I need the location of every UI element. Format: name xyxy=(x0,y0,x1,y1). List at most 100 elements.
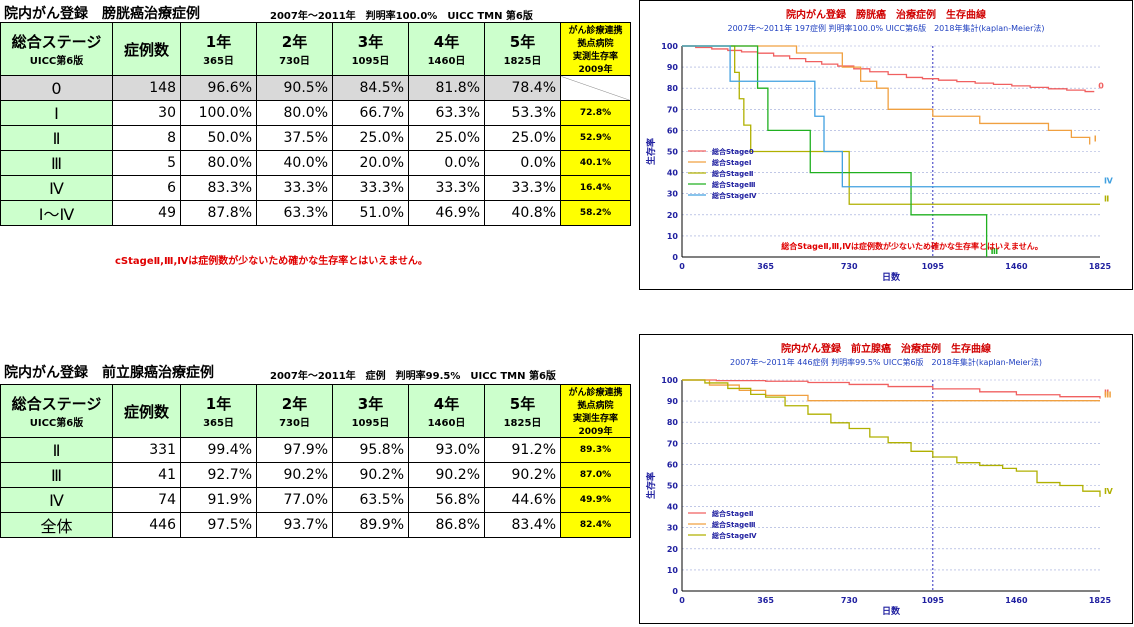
rate-cell: 63.5% xyxy=(332,487,409,513)
rate-cell: 90.2% xyxy=(484,462,561,488)
year-header: 2年 730日 xyxy=(256,22,333,76)
year-header-days: 365日 xyxy=(203,56,234,67)
cases-header: 症例数 xyxy=(112,384,181,438)
y-tick-label: 10 xyxy=(667,566,679,575)
stage-cell: Ⅱ xyxy=(0,125,113,151)
hub-header-line: 拠点病院 xyxy=(577,401,614,411)
y-tick-label: 20 xyxy=(667,545,679,554)
hub-cell: 16.4% xyxy=(560,175,631,201)
legend-label: 総合StageⅢ xyxy=(712,520,756,529)
year-header: 2年 730日 xyxy=(256,384,333,438)
y-tick-label: 60 xyxy=(667,460,679,469)
series-end-label: Ⅰ xyxy=(1094,135,1097,144)
rate-cell: 40.8% xyxy=(484,200,561,226)
table-row: Ⅲ 41 92.7% 90.2% 90.2% 90.2% 90.2% 87.0% xyxy=(0,462,631,488)
prostate-subtitle: 2007年～2011年 症例 判明率99.5% UICC TMN 第6版 xyxy=(270,371,556,382)
rate-cell: 51.0% xyxy=(332,200,409,226)
series-end-label: Ⅳ xyxy=(1104,487,1113,496)
x-tick-label: 0 xyxy=(679,262,685,271)
hub-header: がん診療連携 拠点病院 実測生存率 2009年 xyxy=(560,384,631,438)
rate-cell: 66.7% xyxy=(332,100,409,126)
table-row: Ⅰ 30 100.0% 80.0% 66.7% 63.3% 53.3% 72.8… xyxy=(0,100,631,126)
y-tick-label: 50 xyxy=(667,482,679,491)
cases-cell: 41 xyxy=(112,462,181,488)
rate-cell: 25.0% xyxy=(332,125,409,151)
prostate-survival-table: 総合ステージ UICC第6版 症例数 1年 365日 2年 730日 3年 1095日… xyxy=(0,384,631,538)
stage-header-label: 総合ステージ xyxy=(11,395,102,413)
rate-cell: 53.3% xyxy=(484,100,561,126)
year-header-days: 1460日 xyxy=(427,56,466,67)
y-tick-label: 90 xyxy=(667,397,679,406)
y-tick-label: 0 xyxy=(672,587,678,596)
year-header-days: 365日 xyxy=(203,418,234,429)
y-tick-label: 60 xyxy=(667,126,679,135)
rate-cell: 25.0% xyxy=(408,125,485,151)
table-row: Ⅱ 331 99.4% 97.9% 95.8% 93.0% 91.2% 89.3… xyxy=(0,437,631,463)
rate-cell: 33.3% xyxy=(332,175,409,201)
stage-header-sub: UICC第6版 xyxy=(29,418,84,429)
hub-header-line: がん診療連携 xyxy=(568,388,623,398)
rate-cell: 83.3% xyxy=(180,175,257,201)
year-header: 1年 365日 xyxy=(180,22,257,76)
x-tick-label: 1095 xyxy=(922,596,945,605)
chart-title: 院内がん登録 前立腺癌 治療症例 生存曲線 xyxy=(781,342,991,355)
rate-cell: 80.0% xyxy=(180,150,257,176)
rate-cell: 96.6% xyxy=(180,75,257,101)
x-tick-label: 1095 xyxy=(922,262,945,271)
rate-cell: 93.7% xyxy=(256,512,333,538)
year-header-label: 2年 xyxy=(281,33,308,51)
y-tick-label: 30 xyxy=(667,190,679,199)
series-end-label: 0 xyxy=(1098,82,1104,91)
stage-cell: 0 xyxy=(0,75,113,101)
rate-cell: 93.0% xyxy=(408,437,485,463)
year-header-days: 1460日 xyxy=(427,418,466,429)
year-header: 3年 1095日 xyxy=(332,22,409,76)
series-line xyxy=(682,45,988,257)
table-row: Ⅰ～Ⅳ 49 87.8% 63.3% 51.0% 46.9% 40.8% 58.… xyxy=(0,200,631,226)
hub-header-line: 2009年 xyxy=(578,65,613,75)
year-header-label: 5年 xyxy=(509,395,536,413)
rate-cell: 44.6% xyxy=(484,487,561,513)
cases-cell: 5 xyxy=(112,150,181,176)
rate-cell: 86.8% xyxy=(408,512,485,538)
cases-cell: 331 xyxy=(112,437,181,463)
rate-cell: 77.0% xyxy=(256,487,333,513)
year-header-label: 1年 xyxy=(205,33,232,51)
x-tick-label: 0 xyxy=(679,596,685,605)
rate-cell: 0.0% xyxy=(408,150,485,176)
bladder-survival-chart: 院内がん登録 膀胱癌 治療症例 生存曲線 2007年～2011年 197症例 判明… xyxy=(639,0,1133,290)
rate-cell: 83.4% xyxy=(484,512,561,538)
cases-cell: 148 xyxy=(112,75,181,101)
cases-header: 症例数 xyxy=(112,22,181,76)
rate-cell: 0.0% xyxy=(484,150,561,176)
prostate-title: 院内がん登録 前立腺癌治療症例 xyxy=(4,365,214,381)
series-end-label: Ⅳ xyxy=(1104,177,1113,186)
year-header-days: 730日 xyxy=(279,56,310,67)
rate-cell: 97.9% xyxy=(256,437,333,463)
year-header-label: 4年 xyxy=(433,395,460,413)
cases-cell: 446 xyxy=(112,512,181,538)
rate-cell: 89.9% xyxy=(332,512,409,538)
stage-header-label: 総合ステージ xyxy=(11,33,102,51)
series-line xyxy=(682,45,1091,145)
cases-cell: 74 xyxy=(112,487,181,513)
rate-cell: 84.5% xyxy=(332,75,409,101)
series-line xyxy=(682,379,1101,399)
rate-cell: 25.0% xyxy=(484,125,561,151)
y-axis-label: 生存率 xyxy=(645,138,657,165)
legend-label: 総合StageⅢ xyxy=(712,180,756,189)
cases-cell: 30 xyxy=(112,100,181,126)
rate-cell: 78.4% xyxy=(484,75,561,101)
hub-cell: 40.1% xyxy=(560,150,631,176)
series-line xyxy=(682,45,1095,93)
x-tick-label: 1825 xyxy=(1089,596,1112,605)
y-tick-label: 0 xyxy=(672,253,678,262)
cases-header-label: 症例数 xyxy=(123,40,169,59)
table-row: Ⅱ 8 50.0% 37.5% 25.0% 25.0% 25.0% 52.9% xyxy=(0,125,631,151)
year-header-days: 730日 xyxy=(279,418,310,429)
stage-cell: Ⅳ xyxy=(0,487,113,513)
hub-cell: 87.0% xyxy=(560,462,631,488)
year-header: 5年 1825日 xyxy=(484,384,561,438)
bladder-survival-table: 総合ステージ UICC第6版 症例数 1年 365日 2年 730日 3年 1095日… xyxy=(0,22,631,226)
hub-cell: 72.8% xyxy=(560,100,631,126)
